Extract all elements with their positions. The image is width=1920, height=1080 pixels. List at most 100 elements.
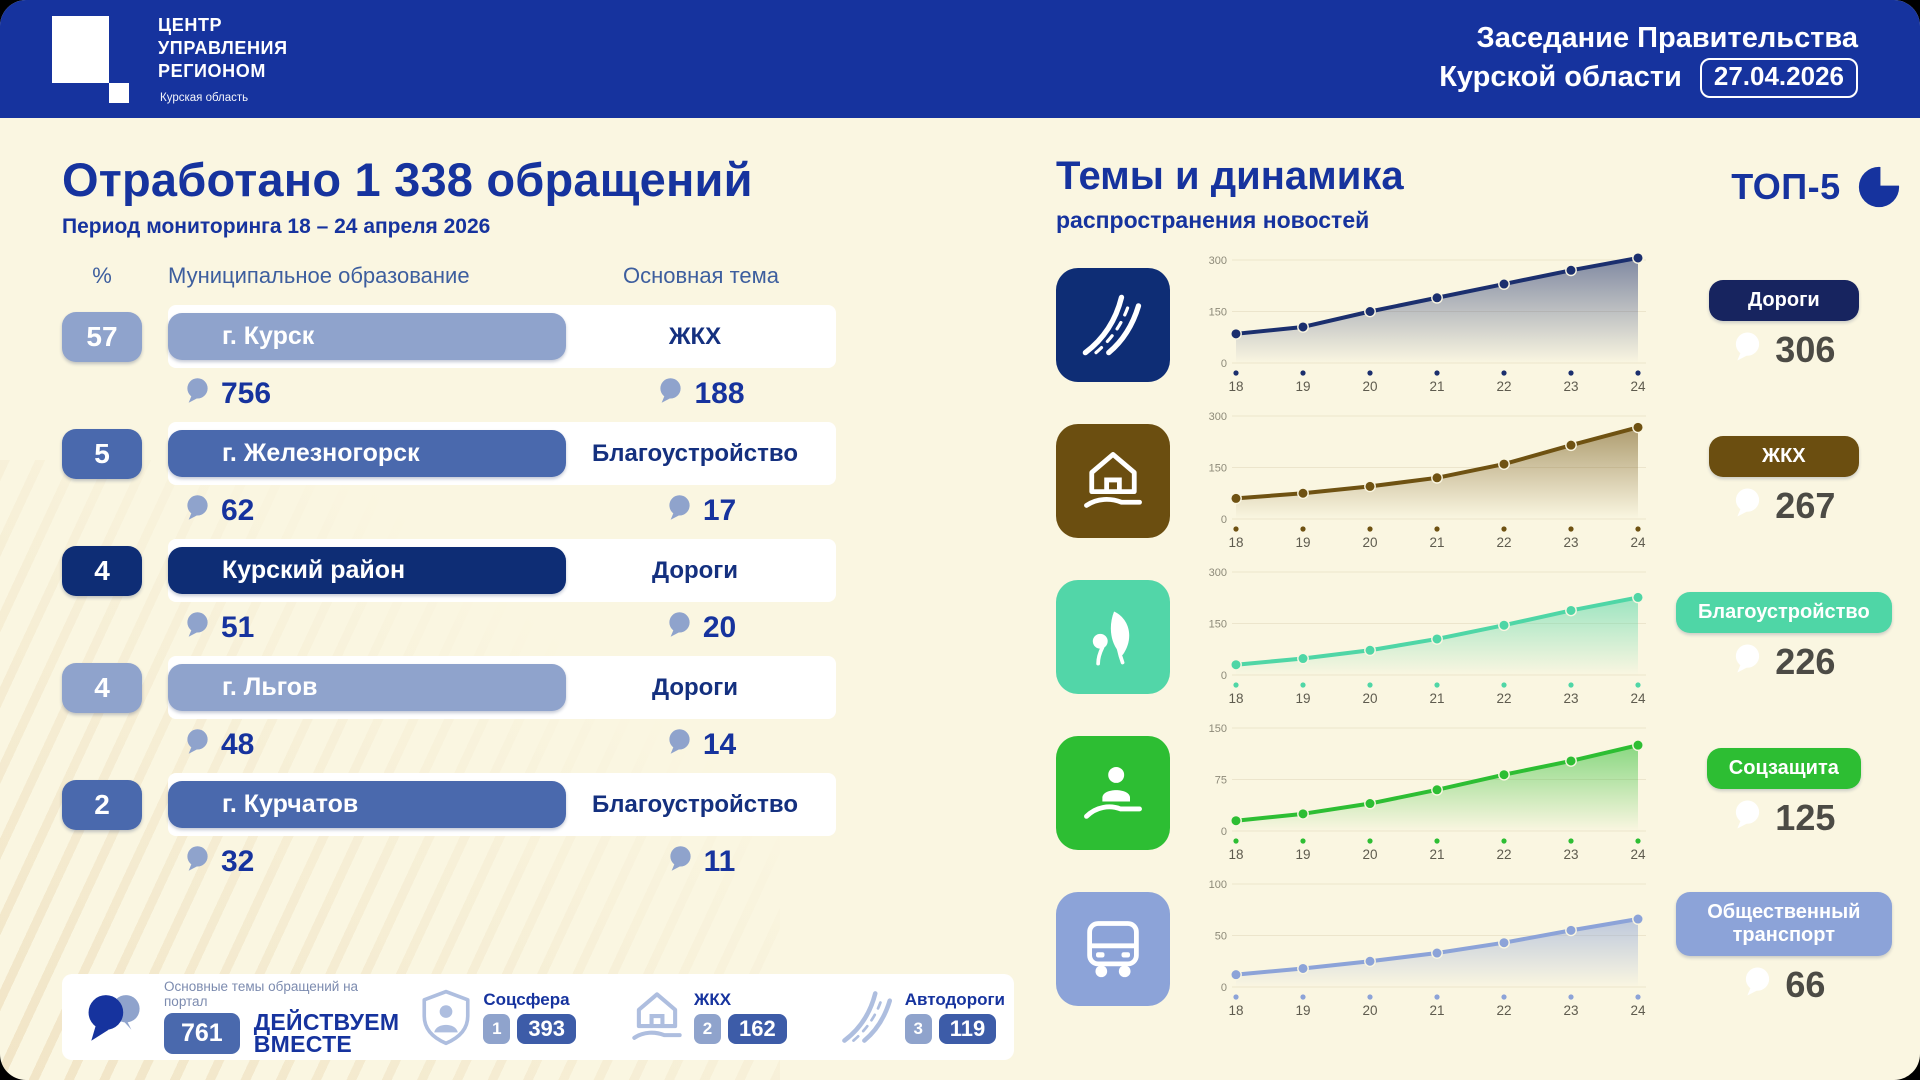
municipality-count: 51 [168, 606, 566, 650]
table-row: 57 г. Курск ЖКХ [62, 305, 1014, 368]
appeals-table-rows: 57 г. Курск ЖКХ 756 188 5 г. Железногорс… [62, 299, 1014, 884]
legend-value: 226 [1732, 641, 1835, 683]
legend-value: 66 [1742, 964, 1825, 1006]
svg-text:21: 21 [1429, 1003, 1444, 1018]
speech-bubble-icon [1732, 485, 1763, 527]
theme-label: Благоустройство [592, 790, 798, 818]
svg-text:20: 20 [1362, 379, 1377, 394]
table-row-counts: 51 20 [62, 606, 1014, 650]
legend-value: 306 [1732, 329, 1835, 371]
svg-text:0: 0 [1221, 514, 1227, 526]
svg-text:23: 23 [1563, 1003, 1578, 1018]
table-row-counts: 48 14 [62, 723, 1014, 767]
speech-bubble-icon [184, 377, 211, 412]
theme-count: 11 [566, 840, 836, 884]
svg-text:18: 18 [1228, 847, 1243, 862]
legend-transport: Общественный транспорт 66 [1676, 892, 1902, 1006]
speech-bubble-icon [666, 494, 693, 529]
trend-chart-transport: 0 50 100 18 19 20 21 22 23 24 [1196, 874, 1652, 1024]
speech-bubble-icon [184, 611, 211, 646]
svg-text:150: 150 [1209, 463, 1227, 475]
svg-text:22: 22 [1496, 535, 1511, 550]
legend-badge: Общественный транспорт [1676, 892, 1892, 956]
svg-text:300: 300 [1209, 255, 1227, 267]
theme-count: 17 [566, 489, 836, 533]
svg-text:150: 150 [1209, 723, 1227, 735]
topic-Соцсфера: Соцсфера 1 393 [417, 988, 577, 1046]
svg-text:24: 24 [1630, 535, 1646, 550]
svg-text:24: 24 [1630, 379, 1646, 394]
municipality-pill: Курский район [168, 547, 566, 594]
trend-row-landscaping: 0 150 300 18 19 20 21 22 23 24 Благоустройство 2… [1056, 562, 1902, 707]
portal-label: Основные темы обращений на портал [164, 978, 359, 1009]
svg-text:300: 300 [1209, 567, 1227, 579]
row-band: г. Курчатов Благоустройство [168, 773, 836, 836]
speech-bubble-icon [666, 728, 693, 763]
municipality-pill: г. Курчатов [168, 781, 566, 828]
row-band: г. Льгов Дороги [168, 656, 836, 719]
svg-text:20: 20 [1362, 691, 1377, 706]
appeals-panel: Отработано 1 338 обращений Период монито… [62, 140, 1014, 1060]
svg-text:21: 21 [1429, 691, 1444, 706]
legend-social: Соцзащита 125 [1676, 747, 1902, 839]
municipality-count: 48 [168, 723, 566, 767]
percent-badge: 5 [62, 428, 142, 479]
svg-text:22: 22 [1496, 379, 1511, 394]
svg-text:23: 23 [1563, 847, 1578, 862]
date-badge: 27.04.2026 [1699, 57, 1858, 98]
table-row: 4 Курский район Дороги [62, 539, 1014, 602]
svg-text:23: 23 [1563, 535, 1578, 550]
table-row-counts: 32 11 [62, 840, 1014, 884]
portal-topics: Соцсфера 1 393 ЖКХ 2 162 Автодороги [417, 988, 1011, 1046]
main-content: Отработано 1 338 обращений Период монито… [0, 118, 1920, 1080]
legend-badge: Соцзащита [1706, 747, 1861, 789]
municipality-pill: г. Железногорск [168, 430, 566, 477]
trend-chart-rows: 0 150 300 18 19 20 21 22 23 24 Дороги 306 0 150 30… [1056, 250, 1902, 1019]
svg-text:50: 50 [1215, 931, 1227, 943]
row-band: г. Курск ЖКХ [168, 305, 836, 368]
table-row-counts: 756 188 [62, 372, 1014, 416]
trend-chart-roads: 0 150 300 18 19 20 21 22 23 24 [1196, 250, 1652, 400]
trend-chart-landscaping: 0 150 300 18 19 20 21 22 23 24 [1196, 562, 1652, 712]
svg-text:0: 0 [1221, 982, 1227, 994]
meeting-title: Заседание Правительства Курской области … [1439, 20, 1858, 98]
svg-text:150: 150 [1209, 307, 1227, 319]
svg-text:18: 18 [1228, 1003, 1243, 1018]
theme-label: Дороги [651, 673, 739, 701]
legend-value: 125 [1732, 797, 1835, 839]
header-bar: ЦЕНТР УПРАВЛЕНИЯ РЕГИОНОМ Курская област… [0, 0, 1920, 118]
svg-text:22: 22 [1496, 1003, 1511, 1018]
svg-text:19: 19 [1295, 535, 1310, 550]
table-row: 4 г. Льгов Дороги [62, 656, 1014, 719]
trend-row-roads: 0 150 300 18 19 20 21 22 23 24 Дороги 306 [1056, 250, 1902, 395]
speech-bubble-icon [666, 611, 693, 646]
speech-bubble-icon [657, 377, 684, 412]
percent-badge: 4 [62, 662, 142, 713]
theme-count: 14 [566, 723, 836, 767]
theme-label: ЖКХ [668, 322, 722, 350]
col-percent: % [92, 263, 112, 288]
portal-footer: Основные темы обращений на портал 761 ДЕ… [62, 974, 1014, 1060]
row-band: г. Железногорск Благоустройство [168, 422, 836, 485]
trend-chart-housing: 0 150 300 18 19 20 21 22 23 24 [1196, 406, 1652, 556]
table-header: % Муниципальное образование Основная тем… [62, 263, 1014, 289]
svg-text:21: 21 [1429, 847, 1444, 862]
svg-text:100: 100 [1209, 879, 1227, 891]
trends-subtitle: распространения новостей [1056, 207, 1370, 233]
svg-text:24: 24 [1630, 691, 1646, 706]
house-hand-icon [628, 988, 686, 1046]
svg-text:75: 75 [1215, 775, 1227, 787]
top5-label: ТОП-5 [1731, 166, 1841, 207]
speech-bubble-icon [1742, 964, 1773, 1006]
portal-block: Основные темы обращений на портал 761 ДЕ… [164, 979, 399, 1056]
theme-label: Дороги [651, 556, 739, 584]
person-hand-icon [1056, 736, 1170, 850]
topic-label: Автодороги [904, 990, 1005, 1009]
svg-text:0: 0 [1221, 670, 1227, 682]
row-band: Курский район Дороги [168, 539, 836, 602]
legend-badge: Благоустройство [1676, 591, 1892, 633]
logo-subtitle: Курская область [160, 92, 249, 105]
municipality-count: 32 [168, 840, 566, 884]
logo-text: ЦЕНТР УПРАВЛЕНИЯ РЕГИОНОМ Курская област… [158, 14, 288, 104]
municipality-pill: г. Льгов [168, 664, 566, 711]
